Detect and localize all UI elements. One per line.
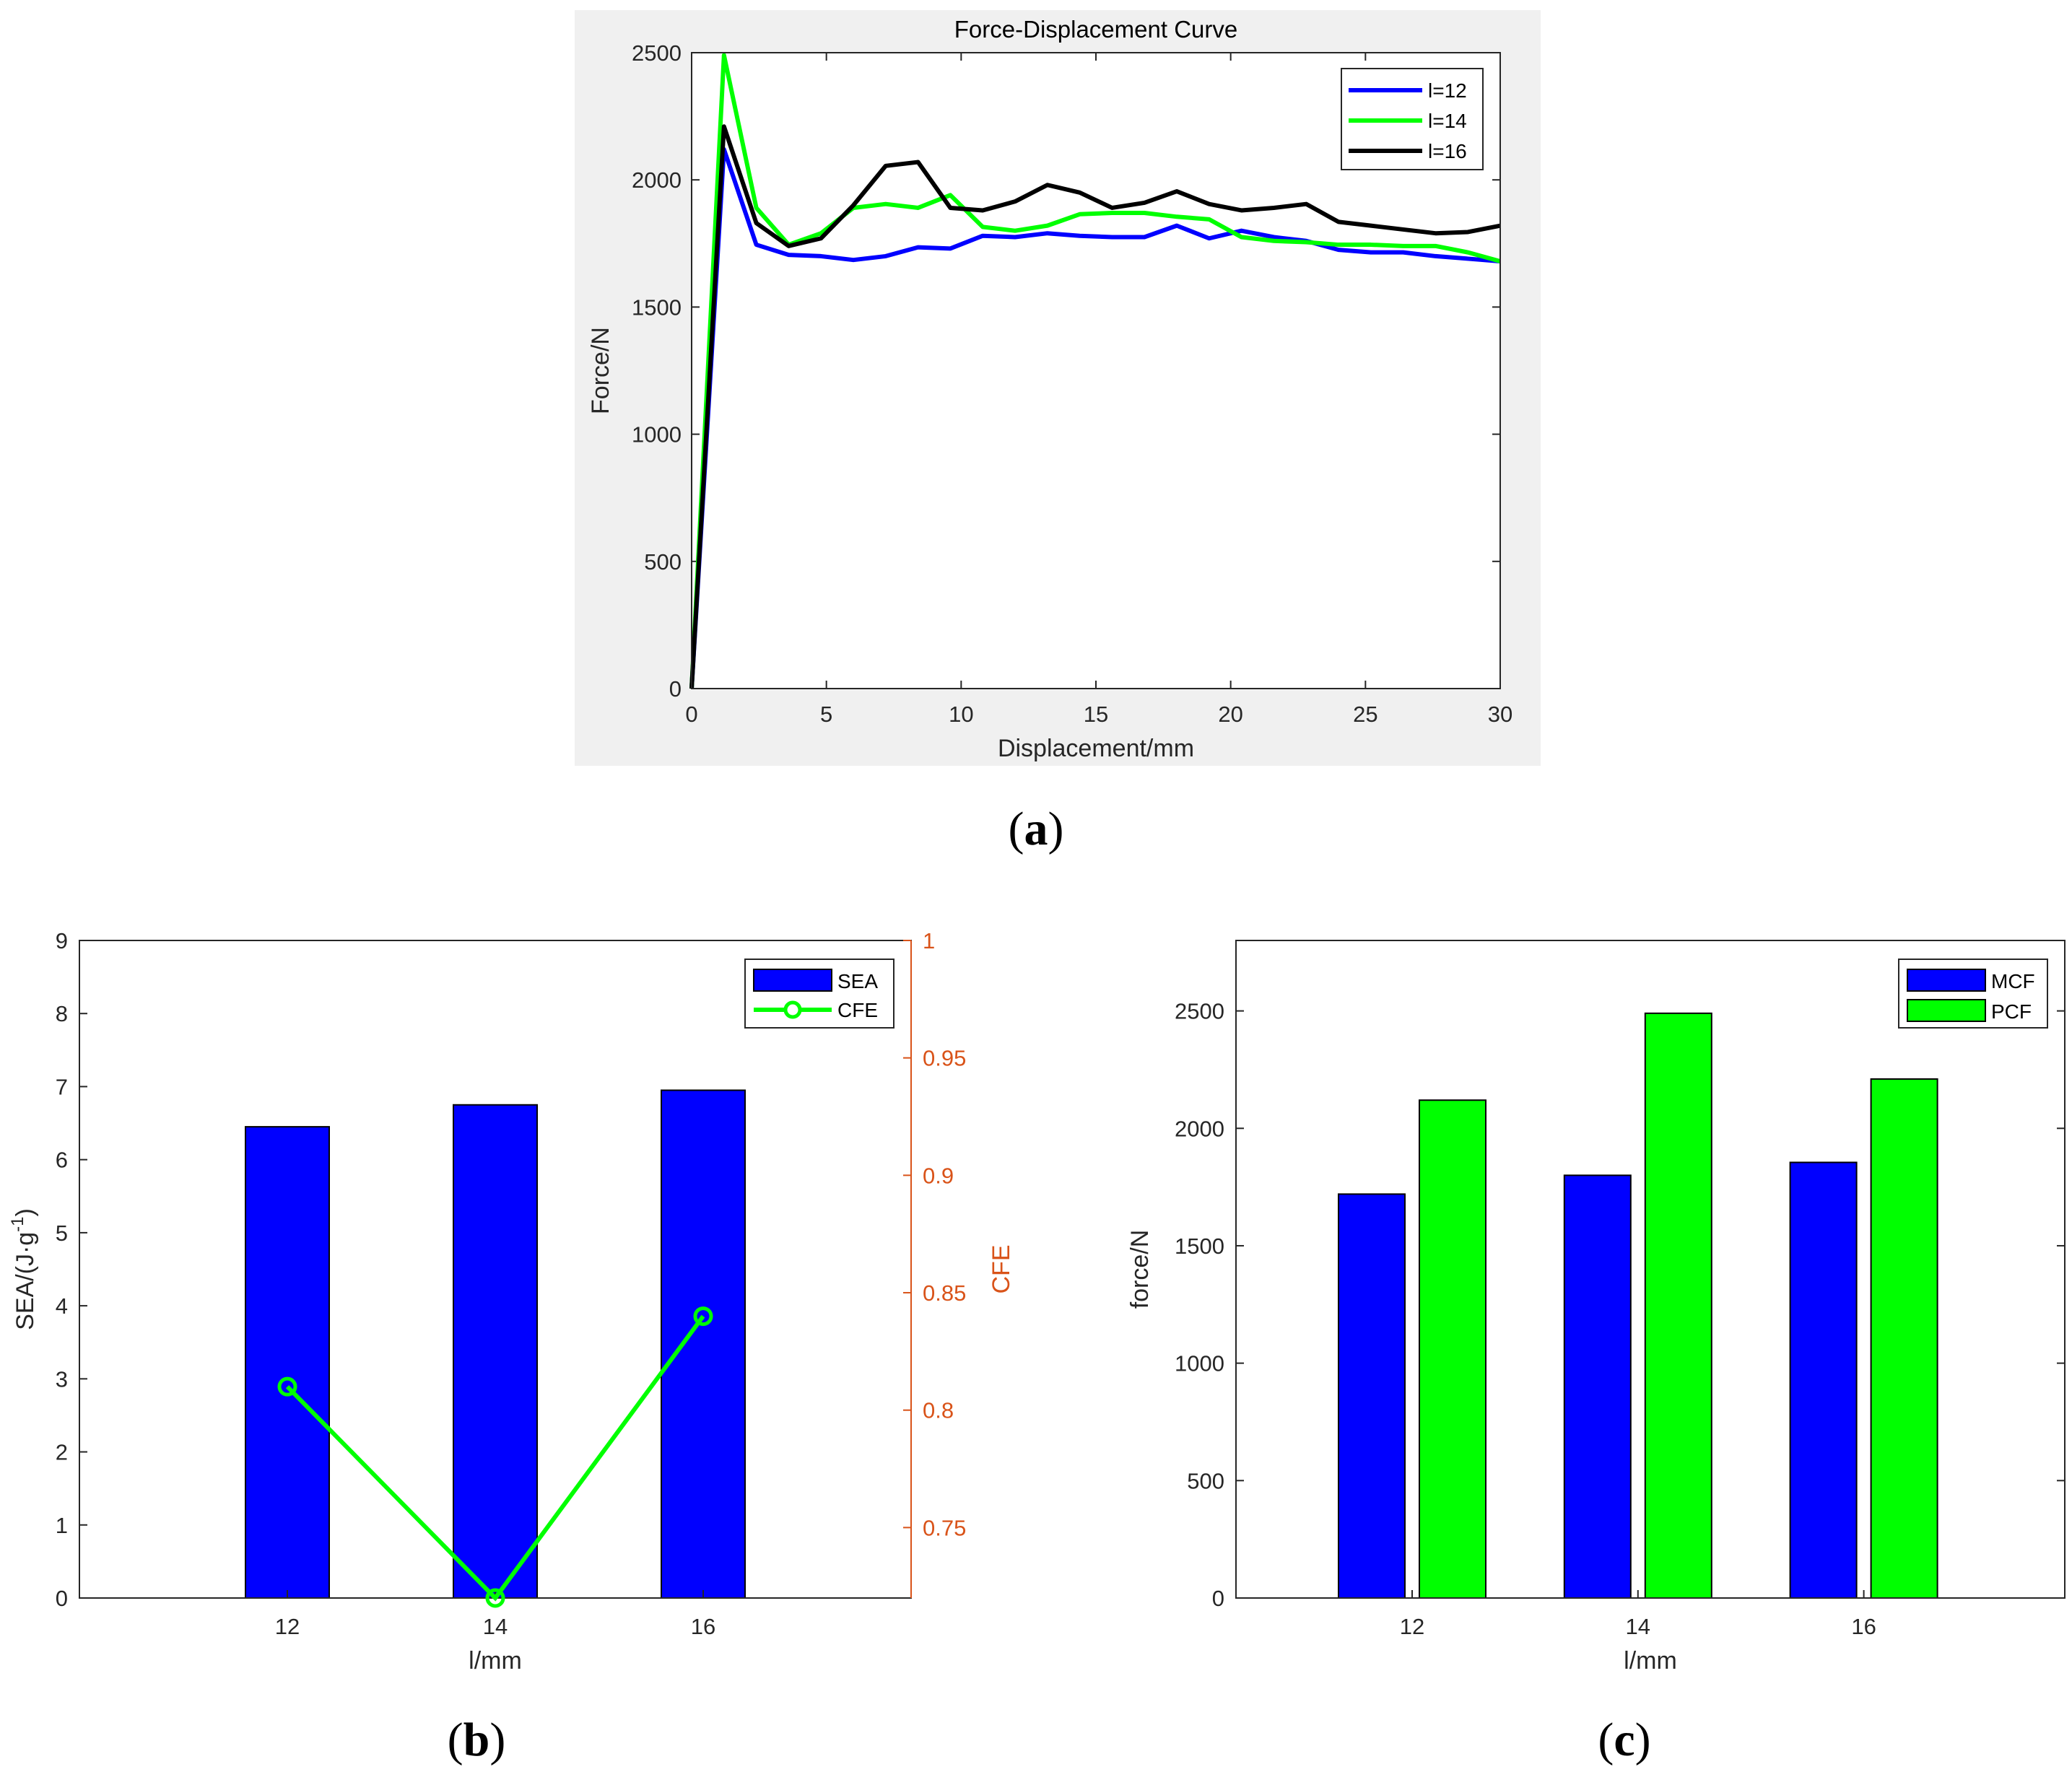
y-tick-label: 1000 <box>632 422 682 448</box>
series-line-cfe <box>285 1314 705 1602</box>
bar-mcf-14 <box>1563 1174 1632 1599</box>
legend-swatch-sea <box>753 969 832 992</box>
y-tick-label: 1500 <box>632 294 682 320</box>
bar-mcf-16 <box>1789 1161 1858 1599</box>
legend-label-pcf: PCF <box>1991 1000 2032 1023</box>
bar-sea-16 <box>661 1089 746 1599</box>
y-tick-label: 2500 <box>1175 999 1224 1024</box>
y-tick-label: 500 <box>644 549 682 575</box>
y-tick-label: 2000 <box>1175 1116 1224 1141</box>
bar-pcf-16 <box>1870 1078 1938 1599</box>
x-tick-label: 30 <box>1488 702 1512 727</box>
y-tick-label-left: 2 <box>56 1440 68 1465</box>
force-displacement-chart: 0 5 10 15 20 25 30 0 500 1000 1500 2000 2500 Force-Di… <box>575 10 1541 766</box>
bar-mcf-12 <box>1337 1193 1406 1599</box>
y-tick-label-right: 0.8 <box>923 1398 954 1423</box>
x-tick-label: 16 <box>1851 1614 1876 1639</box>
x-tick-label: 5 <box>820 702 832 727</box>
bar-sea-12 <box>245 1126 330 1599</box>
panel-label-c: (c) <box>1598 1713 1650 1766</box>
x-tick-label: 14 <box>483 1614 508 1639</box>
series-line-l=16 <box>689 124 1501 689</box>
y-tick-label: 1500 <box>1175 1234 1224 1259</box>
y-tick-label: 500 <box>1187 1468 1224 1493</box>
y-tick-label-left: 3 <box>56 1366 68 1392</box>
cfe-marker-12 <box>277 1376 297 1397</box>
y-tick-label-right: 0.75 <box>923 1515 966 1540</box>
x-tick-label: 15 <box>1084 702 1108 727</box>
bar-pcf-12 <box>1418 1099 1486 1599</box>
series-line-l=12 <box>689 147 1501 689</box>
y-axis-label-right: CFE <box>988 1245 1015 1294</box>
legend-label-l=12: l=12 <box>1428 79 1467 102</box>
cfe-marker-14 <box>485 1588 505 1608</box>
bar-sea-14 <box>453 1104 538 1599</box>
x-axis-label: l/mm <box>1624 1647 1677 1675</box>
y-tick-label-right: 0.9 <box>923 1163 954 1188</box>
legend-swatch-pcf <box>1907 999 1986 1022</box>
legend-marker-cfe <box>783 1000 802 1019</box>
y-tick-label-left: 6 <box>56 1148 68 1173</box>
x-tick-label: 25 <box>1353 702 1377 727</box>
x-axis-label: Displacement/mm <box>998 735 1194 762</box>
y-tick-label: 0 <box>1212 1586 1224 1611</box>
legend-label-sea: SEA <box>837 970 878 992</box>
y-tick-label-left: 1 <box>56 1513 68 1538</box>
y-tick-label: 2500 <box>632 40 682 66</box>
y-tick-label-right: 0.85 <box>923 1280 966 1306</box>
y-axis-label: force/N <box>1126 1230 1154 1309</box>
x-tick-label: 20 <box>1218 702 1242 727</box>
x-tick-label: 12 <box>275 1614 300 1639</box>
plot-frame <box>1235 940 2066 1599</box>
legend-label-cfe: CFE <box>837 999 878 1021</box>
y-tick-label-left: 0 <box>56 1586 68 1611</box>
bar-pcf-14 <box>1644 1012 1712 1599</box>
series-line-l=14 <box>689 53 1501 689</box>
x-tick-label: 14 <box>1626 1614 1650 1639</box>
y-tick-label-left: 9 <box>56 928 68 953</box>
x-tick-label: 10 <box>949 702 973 727</box>
y-tick-label-left: 5 <box>56 1221 68 1246</box>
y-tick-label: 2000 <box>632 167 682 193</box>
legend-swatch-mcf <box>1907 969 1986 992</box>
x-tick-label: 12 <box>1400 1614 1424 1639</box>
plot-frame <box>691 52 1501 689</box>
y-axis-label: Force/N <box>587 327 614 414</box>
panel-label-b: (b) <box>448 1713 506 1766</box>
x-axis-label: l/mm <box>469 1647 522 1675</box>
x-tick-label: 0 <box>685 702 697 727</box>
x-tick-label: 16 <box>691 1614 715 1639</box>
y-axis-label-left: SEA/(J·g-1) <box>8 1208 39 1330</box>
y-tick-label-left: 7 <box>56 1074 68 1099</box>
y-tick-label: 0 <box>669 676 682 702</box>
y-tick-label-right: 1 <box>923 928 935 953</box>
mcf-pcf-chart: 0 500 1000 1500 2000 2500 12 14 16 l/mm force/N MCF… <box>1126 940 2066 1675</box>
y-tick-label-left: 8 <box>56 1001 68 1026</box>
y-tick-label-right: 0.95 <box>923 1046 966 1071</box>
legend-label-l=14: l=14 <box>1428 110 1467 132</box>
y-tick-label-left: 4 <box>56 1293 68 1319</box>
chart-title: Force-Displacement Curve <box>954 16 1237 43</box>
legend-label-mcf: MCF <box>1991 970 2035 992</box>
legend-label-l=16: l=16 <box>1428 140 1467 162</box>
panel-label-a: (a) <box>1009 803 1064 855</box>
y-tick-label: 1000 <box>1175 1351 1224 1376</box>
cfe-marker-16 <box>693 1306 713 1327</box>
